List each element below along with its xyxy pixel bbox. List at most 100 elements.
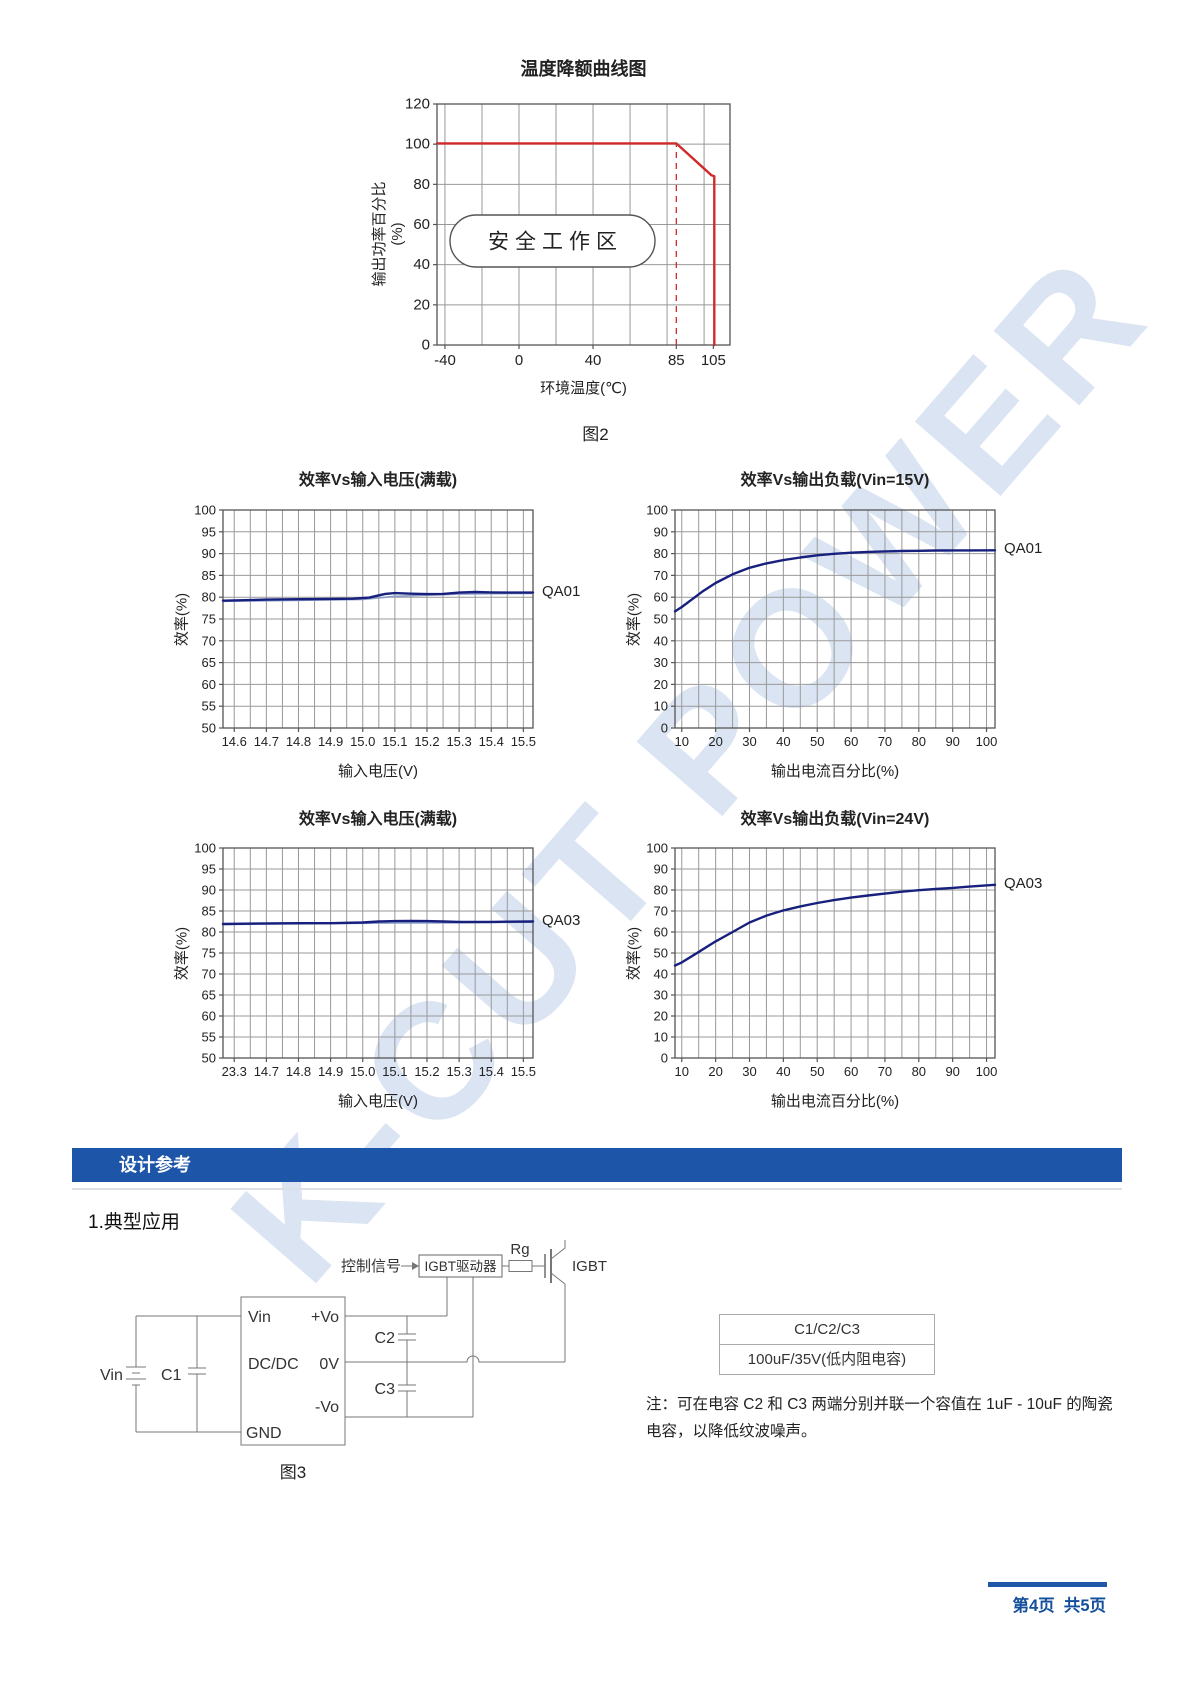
- svg-text:90: 90: [945, 734, 959, 749]
- svg-text:20: 20: [708, 1064, 722, 1079]
- svg-text:14.9: 14.9: [318, 734, 343, 749]
- svg-text:65: 65: [202, 655, 216, 670]
- svg-text:70: 70: [202, 967, 216, 982]
- svg-text:14.9: 14.9: [318, 1064, 343, 1079]
- svg-text:60: 60: [202, 1009, 216, 1024]
- svg-text:15.2: 15.2: [414, 1064, 439, 1079]
- section-header-bar: 设计参考: [72, 1148, 1122, 1182]
- svg-text:20: 20: [654, 1009, 668, 1024]
- svg-text:15.3: 15.3: [446, 734, 471, 749]
- svg-text:14.7: 14.7: [254, 734, 279, 749]
- svg-text:80: 80: [654, 883, 668, 898]
- svg-text:40: 40: [776, 734, 790, 749]
- rg-label: Rg: [510, 1241, 529, 1258]
- qa01-curve-label: QA01: [1004, 540, 1043, 558]
- svg-text:120: 120: [405, 96, 430, 113]
- svg-text:10: 10: [654, 699, 668, 714]
- igbt-driver-label: IGBT驱动器: [424, 1259, 497, 1274]
- svg-text:50: 50: [202, 1051, 216, 1066]
- eff-load15-qa01-chart: 10 20 30 40 50 60 70 80 90 100 0 10 20 30 40 50 60 70 80 90…: [646, 503, 997, 750]
- svg-text:60: 60: [202, 677, 216, 692]
- eff-vin-qa01-y-axis-label: 效率(%): [173, 592, 191, 647]
- svg-text:10: 10: [654, 1030, 668, 1045]
- svg-text:100: 100: [646, 841, 668, 856]
- eff-vin-qa03-x-axis-label: 输入电压(V): [338, 1093, 418, 1110]
- svg-text:100: 100: [976, 1064, 998, 1079]
- svg-text:15.0: 15.0: [350, 734, 375, 749]
- derating-x-axis-label: 环境温度(℃): [540, 380, 627, 397]
- svg-text:30: 30: [742, 734, 756, 749]
- svg-text:90: 90: [202, 883, 216, 898]
- capacitor-c2-icon: [398, 1316, 416, 1362]
- svg-text:15.3: 15.3: [446, 1064, 471, 1079]
- svg-text:80: 80: [912, 734, 926, 749]
- eff-vin-qa01-chart: 14.6 14.7 14.8 14.9 15.0 15.1 15.2 15.3 15.4 15.5…: [194, 503, 536, 750]
- svg-text:0: 0: [661, 1051, 668, 1066]
- svg-text:80: 80: [654, 546, 668, 561]
- svg-text:30: 30: [742, 1064, 756, 1079]
- eff-vin-qa03-y-axis-label: 效率(%): [173, 926, 191, 981]
- svg-text:30: 30: [654, 988, 668, 1003]
- c1-label: C1: [161, 1367, 182, 1384]
- svg-text:安全工作区: 安全工作区: [488, 231, 623, 254]
- c2-label: C2: [375, 1330, 396, 1347]
- control-signal-label: 控制信号: [341, 1258, 401, 1275]
- svg-text:90: 90: [654, 524, 668, 539]
- svg-text:40: 40: [413, 256, 430, 273]
- svg-text:14.8: 14.8: [286, 734, 311, 749]
- svg-text:0: 0: [422, 337, 430, 354]
- svg-text:70: 70: [202, 633, 216, 648]
- svg-text:50: 50: [810, 734, 824, 749]
- svg-text:95: 95: [202, 524, 216, 539]
- svg-text:90: 90: [202, 546, 216, 561]
- figure3-caption: 图3: [279, 1463, 307, 1482]
- qa03-curve-label: QA03: [1004, 874, 1043, 892]
- igbt-label: IGBT: [572, 1258, 607, 1275]
- eff-vin-qa01-x-axis-label: 输入电压(V): [338, 763, 418, 780]
- svg-text:15.1: 15.1: [382, 734, 407, 749]
- block-vin-pin-label: Vin: [248, 1309, 271, 1326]
- svg-text:90: 90: [654, 862, 668, 877]
- svg-text:65: 65: [202, 988, 216, 1003]
- component-table-header: C1/C2/C3: [720, 1315, 934, 1345]
- svg-text:14.8: 14.8: [286, 1064, 311, 1079]
- svg-text:14.6: 14.6: [222, 734, 247, 749]
- svg-text:100: 100: [194, 503, 216, 518]
- svg-text:70: 70: [878, 1064, 892, 1079]
- eff-load24-qa03-title: 效率Vs输出负载(Vin=24V): [740, 811, 930, 828]
- svg-text:10: 10: [675, 734, 689, 749]
- component-table-value: 100uF/35V(低内阻电容): [747, 1351, 907, 1368]
- c3-label: C3: [375, 1381, 396, 1398]
- figure2-caption: 图2: [582, 425, 609, 444]
- svg-text:85: 85: [202, 904, 216, 919]
- svg-text:20: 20: [708, 734, 722, 749]
- svg-text:15.5: 15.5: [511, 734, 536, 749]
- block-nvo-pin-label: -Vo: [315, 1399, 339, 1416]
- eff-load15-qa01-x-axis-label: 输出电流百分比(%): [770, 763, 900, 780]
- svg-text:10: 10: [675, 1064, 689, 1079]
- arrow-head-icon: [412, 1262, 419, 1270]
- svg-text:14.7: 14.7: [254, 1064, 279, 1079]
- svg-text:70: 70: [654, 568, 668, 583]
- svg-text:20: 20: [413, 296, 430, 313]
- svg-text:60: 60: [844, 1064, 858, 1079]
- svg-text:15.5: 15.5: [511, 1064, 536, 1079]
- svg-text:-40: -40: [434, 352, 456, 369]
- application-note: 注：可在电容 C2 和 C3 两端分别并联一个容值在 1uF - 10uF 的陶…: [646, 1396, 1113, 1440]
- circuit-wires: [126, 1240, 566, 1446]
- dcdc-block: [240, 1296, 346, 1446]
- svg-text:80: 80: [413, 176, 430, 193]
- svg-text:105: 105: [701, 352, 726, 369]
- svg-text:55: 55: [202, 699, 216, 714]
- eff-load24-qa03-chart: 10 20 30 40 50 60 70 80 90 100 0 10 20 30 40 50 60 70 80 90…: [646, 841, 998, 1080]
- eff-vin-qa03-chart: 23.3 14.7 14.8 14.9 15.0 15.1 15.2 15.3 15.4 15.5…: [194, 841, 536, 1080]
- eff-load24-qa03-x-axis-label: 输出电流百分比(%): [770, 1093, 900, 1110]
- capacitor-c1-icon: [188, 1316, 206, 1432]
- svg-text:50: 50: [810, 1064, 824, 1079]
- derating-chart-title: 温度降额曲线图: [520, 59, 647, 79]
- svg-text:55: 55: [202, 1030, 216, 1045]
- section-title: 设计参考: [119, 1155, 191, 1175]
- qa03-curve-label: QA03: [542, 911, 581, 929]
